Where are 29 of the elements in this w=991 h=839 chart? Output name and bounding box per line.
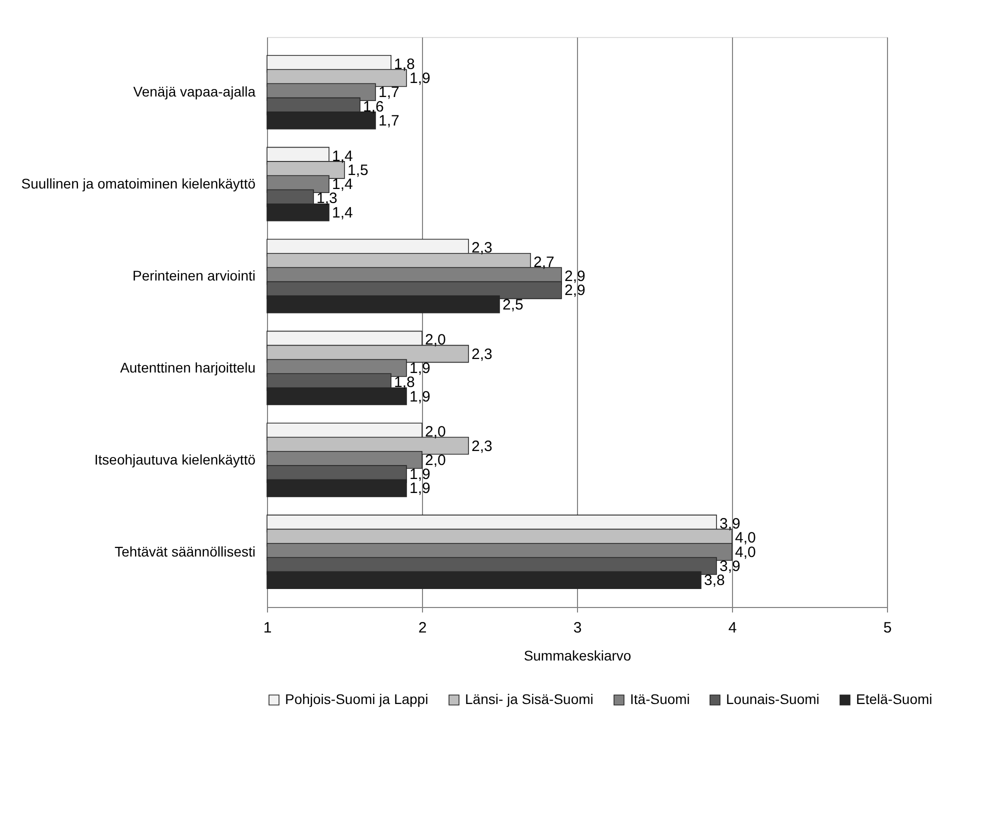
data-label: 2,0 [425, 424, 446, 441]
y-tick-label: Venäjä vapaa-ajalla [133, 84, 256, 100]
legend-label: Pohjois-Suomi ja Lappi [285, 691, 428, 707]
x-tick-label: 4 [728, 620, 737, 636]
x-tick-label: 3 [573, 620, 582, 636]
data-label: 3,8 [704, 572, 725, 590]
legend-label: Länsi- ja Sisä-Suomi [465, 691, 594, 707]
x-tick-label: 1 [263, 620, 272, 636]
data-label: 1,9 [410, 360, 430, 377]
data-label: 1,8 [394, 56, 415, 73]
y-tick-label: Perinteinen arviointi [132, 268, 256, 284]
y-tick-label: Itseohjautuva kielenkäyttö [94, 451, 256, 468]
x-tick-label: 5 [883, 620, 892, 636]
legend-label: Itä-Suomi [630, 691, 690, 707]
data-label: 2,3 [472, 438, 492, 455]
y-tick-label: Suullinen ja omatoiminen kielenkäyttö [21, 176, 256, 192]
data-label: 1,9 [410, 70, 430, 88]
data-label: 2,3 [472, 346, 492, 363]
y-tick-label: Autenttinen harjoittelu [120, 359, 256, 376]
data-label: 2,0 [425, 452, 446, 469]
data-label: 2,0 [425, 332, 446, 349]
legend-label: Etelä-Suomi [856, 691, 932, 707]
data-label: 2,5 [502, 296, 524, 314]
data-label: 2,7 [534, 254, 554, 271]
data-label: 2,3 [472, 240, 492, 257]
y-tick-label: Tehtävät säännöllisesti [114, 543, 256, 560]
legend-label: Lounais-Suomi [726, 691, 820, 707]
x-tick-label: 2 [418, 620, 427, 636]
x-axis-title: Summakeskiarvo [524, 648, 632, 664]
